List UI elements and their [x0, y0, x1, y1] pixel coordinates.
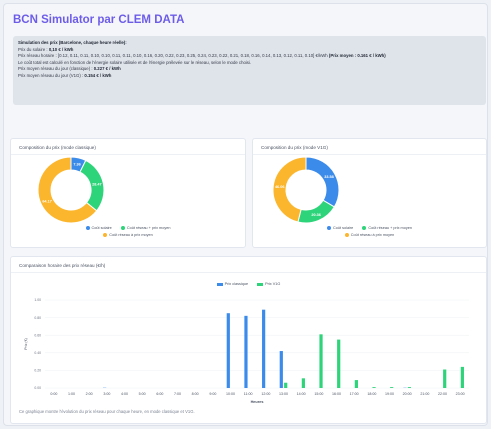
card-divider	[11, 272, 486, 273]
x-tick-label: 3:00	[103, 392, 110, 396]
x-axis-label: Heures	[251, 400, 264, 404]
x-tick-label: 7:00	[174, 392, 181, 396]
x-tick-label: 5:00	[139, 392, 146, 396]
simulation-info-panel: Simulation des prix (Barcelone, chaque h…	[13, 36, 486, 105]
y-axis-label: Prix (€)	[24, 338, 28, 350]
donut-v1g-chart: 33.58 20.36 46.06	[272, 156, 340, 224]
x-tick-label: 11:00	[244, 392, 253, 396]
donut-slice-label-2: 64.17	[42, 200, 52, 204]
x-tick-label: 8:00	[192, 392, 199, 396]
y-tick-label: 0.20	[34, 369, 41, 373]
legend-item-grid-avg[interactable]: Coût réseau à prix moyen	[344, 233, 394, 237]
x-tick-label: 20:00	[403, 392, 412, 396]
bar-classic[interactable]	[244, 315, 248, 388]
x-tick-label: 16:00	[332, 392, 341, 396]
legend-item-grid-avg[interactable]: Coût réseau à prix moyen	[103, 233, 153, 237]
x-tick-label: 6:00	[156, 392, 163, 396]
legend-item-solar[interactable]: Coût solaire	[327, 226, 353, 230]
donut-slice-label-2: 46.06	[275, 185, 285, 189]
card-divider	[11, 154, 245, 155]
chart-note: Ce graphique montre l'évolution du prix …	[19, 409, 195, 414]
donut-slice-1[interactable]	[297, 199, 336, 224]
bar-classic[interactable]	[279, 351, 283, 388]
x-tick-label: 1:00	[68, 392, 75, 396]
bar-classic[interactable]	[262, 309, 266, 388]
donut-v1g-legend-row2: Coût réseau à prix moyen	[253, 233, 486, 238]
x-tick-label: 14:00	[297, 392, 306, 396]
y-tick-label: 0.40	[34, 351, 41, 355]
info-solar-price: Prix du solaire : 0,10 € / kWh	[18, 46, 74, 52]
bar-v1g[interactable]	[337, 339, 341, 388]
donut-classic-legend-row2: Coût réseau à prix moyen	[11, 233, 245, 238]
donut-slice-0[interactable]	[305, 156, 340, 208]
x-tick-label: 22:00	[438, 392, 447, 396]
x-tick-label: 10:00	[226, 392, 235, 396]
donut-classic-chart: 7.36 28.47 64.17	[37, 156, 105, 224]
bar-v1g[interactable]	[390, 387, 394, 388]
bar-v1g[interactable]	[319, 334, 323, 388]
y-tick-label: 0.00	[34, 386, 41, 390]
donut-v1g-legend: Coût solaire Coût réseau + prix moyen	[253, 226, 486, 231]
x-tick-label: 21:00	[420, 392, 429, 396]
donut-classic-legend: Coût solaire Coût réseau + prix moyen	[11, 226, 245, 231]
x-tick-label: 12:00	[261, 392, 270, 396]
legend-item-grid-plus[interactable]: Coût réseau + prix moyen	[120, 226, 170, 230]
donut-slice-label-1: 20.36	[311, 213, 321, 217]
legend-item-classic[interactable]: Prix classique	[216, 282, 248, 286]
donut-slice-label-0: 7.36	[73, 163, 80, 167]
app-title: BCN Simulator par CLEM DATA	[13, 14, 185, 26]
info-v1g-price: Prix moyen réseau du jour (V1G) : 0.154 …	[18, 72, 112, 78]
donut-classic-title: Composition du prix (mode classique)	[19, 145, 96, 150]
y-tick-label: 0.80	[34, 316, 41, 320]
donut-slice-2[interactable]	[272, 156, 307, 223]
donut-v1g-card: Composition du prix (mode V1G) 33.58 20.3…	[252, 138, 487, 248]
bar-v1g[interactable]	[354, 380, 358, 388]
donut-slice-label-0: 33.58	[324, 175, 334, 179]
x-tick-label: 15:00	[314, 392, 323, 396]
legend-item-v1g[interactable]: Prix V1G	[257, 282, 280, 286]
donut-slice-label-1: 28.47	[92, 183, 102, 187]
x-tick-label: 17:00	[350, 392, 359, 396]
y-tick-label: 0.60	[34, 333, 41, 337]
hourly-bar-chart: 0.00 0.20 0.40 0.60 0.80 1.00 Prix (€) 0:00 1:00…	[24, 298, 469, 404]
hourly-comparison-card: Comparaison horaire des prix réseau (€/h…	[10, 256, 487, 424]
y-tick-label: 1.00	[34, 298, 41, 302]
x-tick-label: 4:00	[121, 392, 128, 396]
bar-classic[interactable]	[226, 313, 230, 388]
card-divider	[253, 154, 486, 155]
x-tick-label: 9:00	[209, 392, 216, 396]
bar-v1g[interactable]	[372, 387, 376, 388]
donut-v1g-title: Composition du prix (mode V1G)	[261, 145, 328, 150]
info-heading: Simulation des prix (Barcelone, chaque h…	[18, 40, 127, 45]
x-tick-label: 2:00	[86, 392, 93, 396]
bar-v1g[interactable]	[407, 387, 411, 388]
x-tick-label: 0:00	[50, 392, 57, 396]
x-tick-label: 18:00	[367, 392, 376, 396]
hourly-comparison-title: Comparaison horaire des prix réseau (€/h…	[19, 263, 106, 268]
bar-v1g[interactable]	[443, 369, 447, 388]
x-tick-label: 13:00	[279, 392, 288, 396]
donut-classic-card: Composition du prix (mode classique) 7.3…	[10, 138, 246, 248]
donut-slice-2[interactable]	[37, 156, 98, 224]
app-window: BCN Simulator par CLEM DATA Simulation d…	[3, 3, 488, 426]
legend-item-grid-plus[interactable]: Coût réseau + prix moyen	[362, 226, 412, 230]
bar-v1g[interactable]	[460, 366, 464, 388]
x-tick-label: 19:00	[385, 392, 394, 396]
x-tick-label: 23:00	[456, 392, 465, 396]
bar-chart-legend: Prix classique Prix V1G	[11, 282, 486, 287]
bar-v1g[interactable]	[301, 378, 305, 388]
info-hourly-prices: Prix réseau horaire : [0.12, 0.11, 0.11,…	[18, 53, 386, 59]
bar-v1g[interactable]	[284, 382, 288, 388]
info-classic-price: Prix moyen réseau du jour (classique) : …	[18, 66, 121, 72]
info-explanation: Le coût total est calculé en fonction de…	[18, 59, 252, 65]
legend-item-solar[interactable]: Coût solaire	[85, 226, 112, 230]
